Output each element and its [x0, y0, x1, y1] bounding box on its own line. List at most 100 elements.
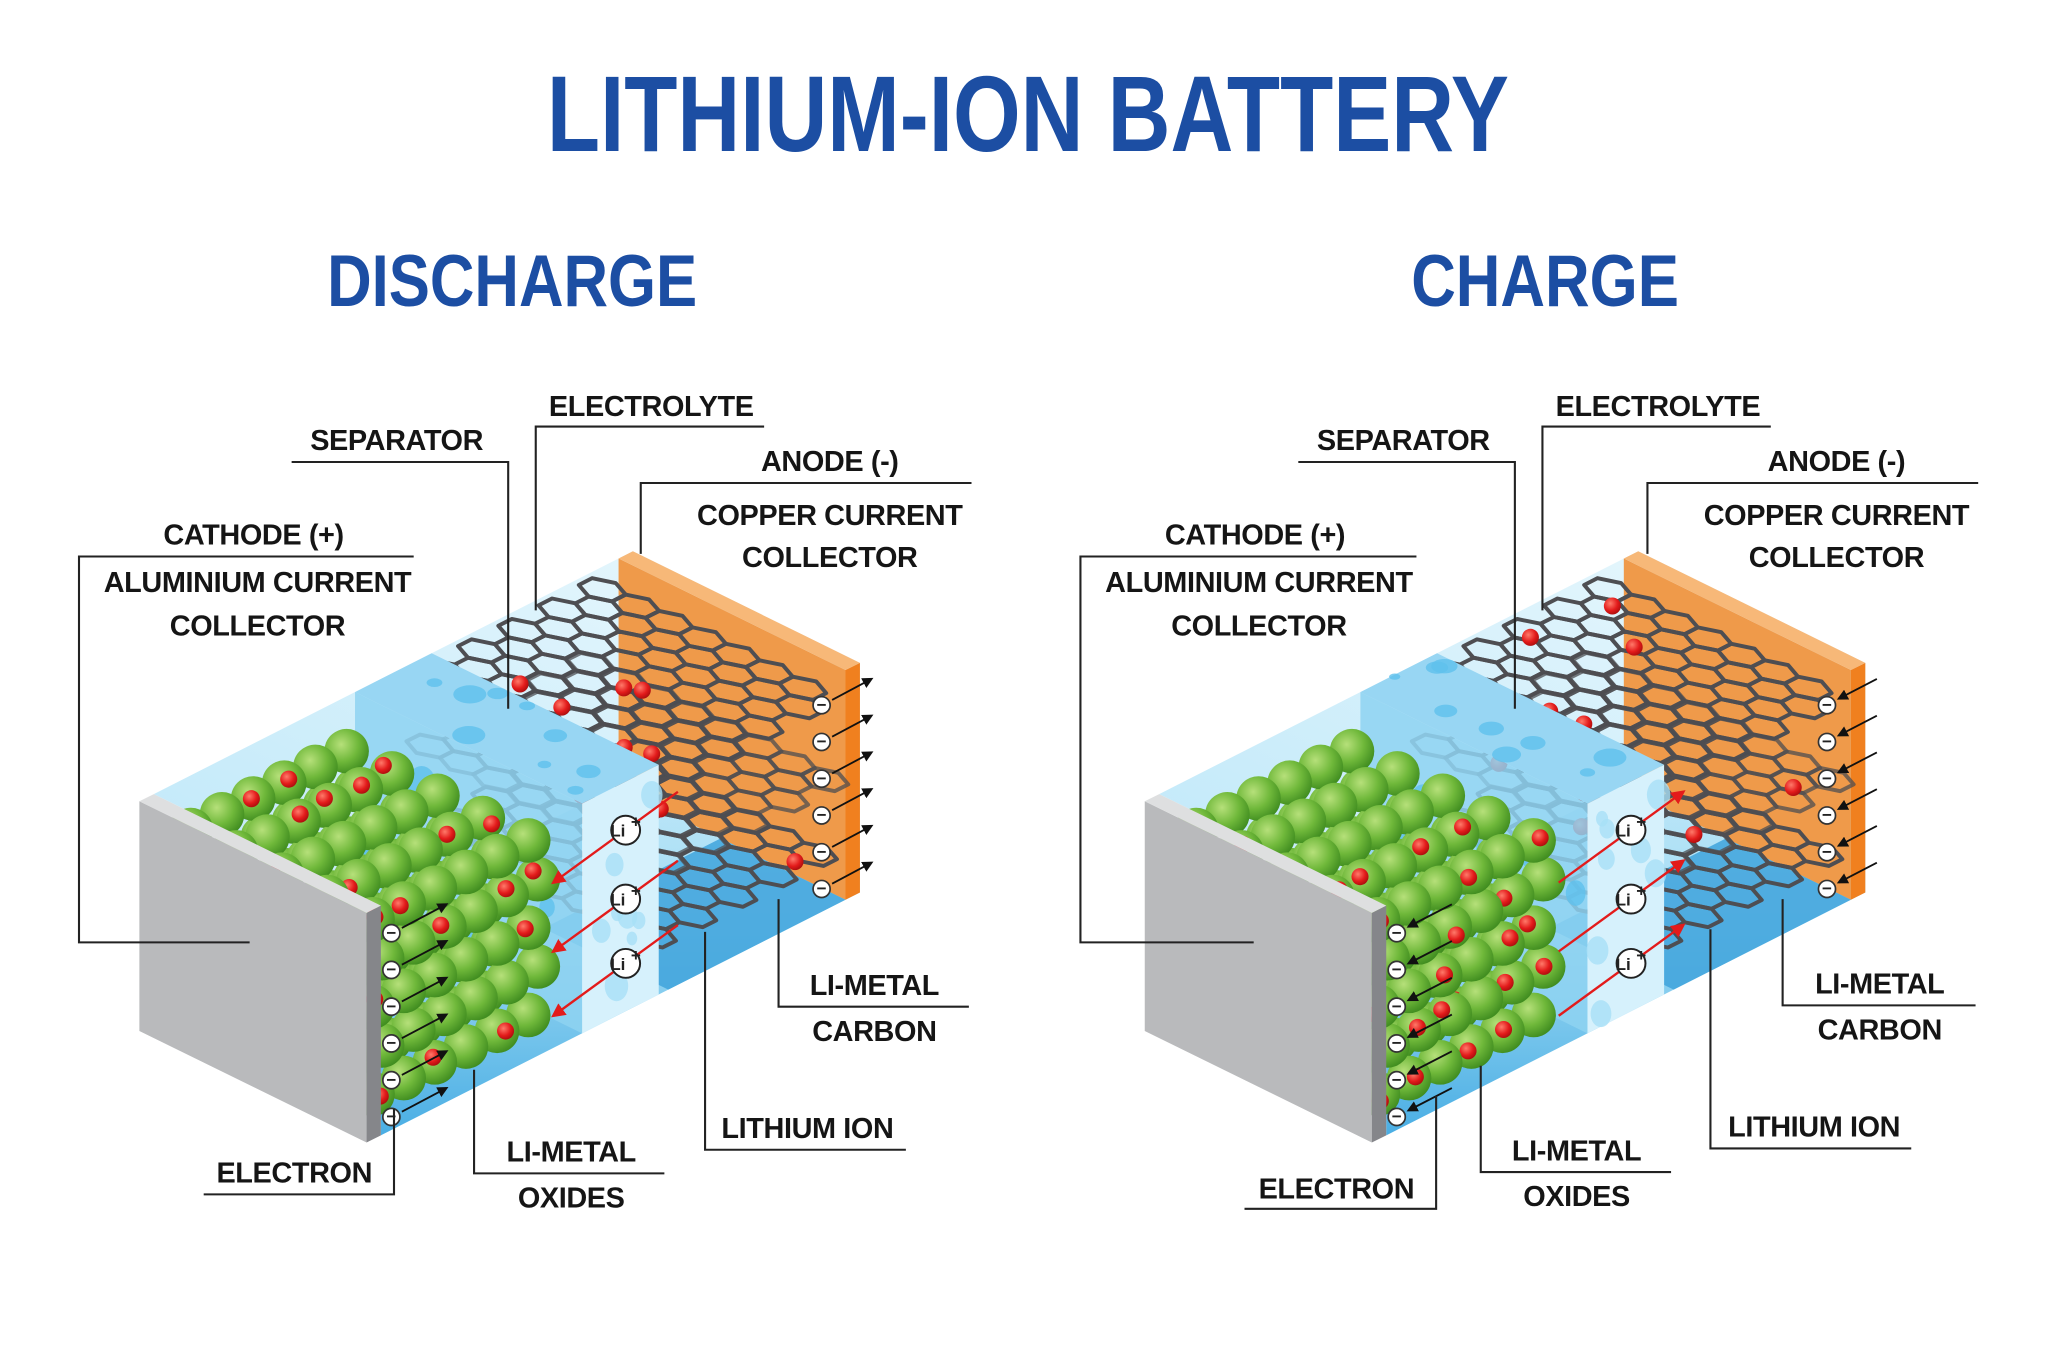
electron-icon	[812, 842, 831, 862]
label-carbon-1: LI-METAL	[1815, 969, 1944, 1001]
separator-pore	[537, 760, 552, 769]
discharge-heading: DISCHARGE	[327, 239, 697, 322]
separator-pore	[576, 764, 601, 779]
electron-flow-arrow	[401, 1013, 449, 1039]
separator-pore	[605, 852, 624, 877]
electron-minus-sign: −	[386, 960, 396, 979]
label-aluminium-2: COLLECTOR	[170, 610, 346, 642]
lithium-ion-dot	[353, 776, 371, 794]
electron-icon	[1817, 806, 1837, 825]
label-copper-1: COPPER CURRENT	[697, 500, 963, 532]
label-anode: ANODE (-)	[761, 446, 899, 478]
electron-leader-line	[203, 1109, 396, 1196]
cathode-leader-line	[77, 555, 414, 944]
separator-pore	[487, 687, 509, 700]
electron-flow-arrow	[1836, 788, 1878, 810]
lithium-ion-leader-line	[704, 931, 906, 1151]
electron-flow-arrow	[831, 824, 874, 848]
electron-icon	[1817, 769, 1837, 789]
copper-collector-edge	[845, 662, 860, 900]
electron-minus-sign: −	[1392, 1034, 1402, 1053]
lithium-ion-dot	[633, 681, 651, 699]
lithium-ion-dot	[1495, 1020, 1513, 1039]
copper-collector-edge	[1850, 662, 1866, 900]
electrolyte-leader-line	[534, 425, 765, 611]
electron-icon	[1387, 997, 1407, 1017]
electron-icon	[812, 806, 831, 825]
lithium-ion-dot	[1685, 826, 1703, 844]
label-electrolyte: ELECTROLYTE	[1556, 391, 1761, 423]
label-separator: SEPARATOR	[1317, 425, 1490, 457]
electron-minus-sign: −	[1822, 732, 1832, 751]
aluminium-current-collector	[1144, 794, 1387, 1143]
separator-pore	[1644, 859, 1667, 888]
electron-flow-arrow	[831, 714, 874, 738]
electron-minus-sign: −	[1392, 923, 1402, 942]
label-lithium-ion: LITHIUM ION	[1728, 1112, 1900, 1144]
electron-flow-arrow	[401, 940, 449, 966]
label-lithium-ion: LITHIUM ION	[721, 1113, 893, 1145]
anode-leader-line	[1646, 481, 1979, 554]
separator-pore	[426, 678, 443, 687]
electron-flow-arrow	[1406, 903, 1453, 928]
electron-minus-sign: −	[386, 997, 396, 1016]
electron-minus-sign: −	[1822, 842, 1832, 861]
electron-icon	[1817, 695, 1837, 715]
label-electron: ELECTRON	[1259, 1173, 1415, 1205]
electron-icon	[381, 1070, 401, 1090]
electron-minus-sign: −	[1822, 769, 1832, 788]
separator-pore	[1520, 735, 1546, 750]
electron-flow-arrow	[831, 788, 874, 812]
lithium-ion-dot	[1521, 628, 1539, 646]
separator-pore	[1579, 768, 1596, 777]
lithium-ion-leader-line	[1709, 929, 1912, 1150]
separator-pore	[591, 918, 611, 943]
discharge-panel: Li + Li + Li + − − − − − − − − − − − − SEPARATOR ELECTROLYT…	[77, 391, 972, 1215]
electron-minus-sign: −	[1822, 806, 1832, 825]
lithium-ion-dot	[391, 897, 409, 915]
lithium-ion-dot	[1408, 1018, 1427, 1036]
lithium-ion-dot	[786, 853, 804, 871]
li-metal-carbon	[1409, 576, 1856, 950]
electron-icon	[381, 923, 401, 943]
electron-minus-sign: −	[386, 923, 396, 942]
separator-pore	[519, 701, 536, 711]
electron-icon	[812, 879, 831, 899]
electron-minus-sign: −	[817, 732, 827, 751]
lithium-ion-dot	[1501, 929, 1519, 947]
lithium-ion-dot	[553, 698, 571, 716]
lithium-ion-dot	[1535, 957, 1553, 975]
electron-icon	[381, 1034, 401, 1053]
separator-pore	[1590, 1000, 1612, 1028]
aluminium-current-collector	[139, 794, 381, 1143]
lithium-ion-symbol: Li	[610, 822, 625, 841]
electron-icon	[381, 960, 401, 980]
electron-icon	[812, 769, 831, 789]
lithium-ion-dot	[497, 1022, 515, 1040]
electron-minus-sign: −	[386, 1070, 396, 1089]
label-electrolyte: ELECTROLYTE	[549, 391, 754, 423]
lithium-ion-circle	[610, 883, 642, 915]
lithium-ion-dot	[1433, 1001, 1451, 1019]
lithium-ion-circle	[1615, 883, 1647, 915]
charge-heading: CHARGE	[1411, 239, 1679, 322]
carbon-hexagon	[1782, 674, 1834, 702]
electron-icon	[1387, 960, 1407, 980]
label-separator: SEPARATOR	[310, 425, 483, 457]
lithium-ion-symbol: Li	[1616, 955, 1631, 974]
lithium-ion-charge: +	[631, 946, 641, 965]
separator-leader-line	[291, 460, 510, 709]
lithium-ion-dot	[1531, 829, 1549, 847]
lithium-ion-circle	[610, 814, 642, 846]
electron-icon	[1387, 923, 1407, 943]
lithium-ion-dot	[1460, 868, 1478, 886]
carbon-hexagon	[777, 674, 829, 702]
separator-pore	[1593, 748, 1627, 767]
electron-minus-sign: −	[1392, 960, 1402, 979]
lithium-ion-dot	[511, 675, 529, 693]
lithium-ion-dot	[1447, 926, 1465, 944]
electron-flow-arrow	[1406, 976, 1453, 1002]
lithium-ion-charge: +	[631, 813, 641, 832]
lithium-ion-charge: +	[1636, 881, 1646, 900]
electron-flow-arrow	[831, 677, 874, 701]
